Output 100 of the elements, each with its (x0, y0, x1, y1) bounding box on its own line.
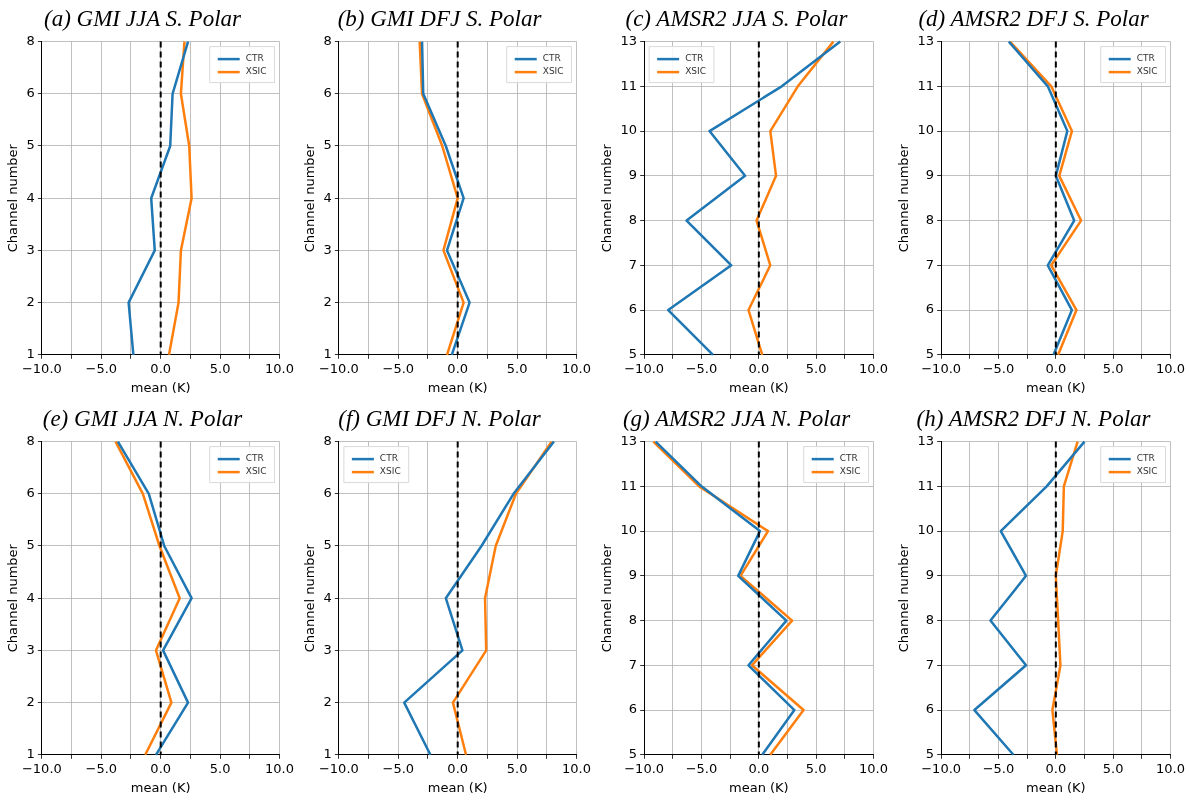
x-axis-title: mean (K) (729, 779, 789, 795)
legend-label: XSIC (1136, 466, 1158, 477)
x-tick-label: −10.0 (624, 760, 665, 776)
x-tick-label: 5.0 (209, 360, 231, 376)
x-axis-title: mean (K) (130, 779, 191, 795)
y-axis-title: Channel number (5, 543, 21, 653)
x-tick-label: 10.0 (562, 760, 591, 776)
y-tick-label: 2 (26, 693, 35, 709)
y-tick-label: 6 (628, 701, 638, 717)
y-tick-label: 4 (323, 589, 332, 605)
y-tick-label: 10 (620, 522, 638, 538)
y-tick-label: 8 (26, 432, 35, 448)
y-tick-label: 8 (628, 211, 638, 227)
legend-label: CTR (245, 453, 264, 464)
y-tick-label: 4 (26, 589, 35, 605)
chart-title: (e) GMI JJA N. Polar (42, 405, 244, 431)
y-tick-label: 10 (620, 122, 638, 138)
y-axis-title: Channel number (896, 543, 912, 653)
x-tick-label: −5.0 (685, 760, 718, 776)
x-tick-label: −5.0 (982, 360, 1015, 376)
y-tick-label: 11 (917, 77, 935, 93)
x-tick-label: 10.0 (1156, 360, 1185, 376)
x-tick-label: 5.0 (805, 360, 827, 376)
x-tick-label: −5.0 (382, 760, 415, 776)
x-tick-label: 0.0 (150, 760, 172, 776)
legend-label: CTR (1136, 453, 1155, 464)
chart-title: (c) AMSR2 JJA S. Polar (625, 5, 849, 31)
x-tick-label: 10.0 (265, 760, 294, 776)
y-tick-label: 6 (323, 485, 332, 501)
y-tick-label: 2 (26, 293, 35, 309)
legend-label: XSIC (245, 466, 267, 477)
legend-label: CTR (245, 53, 264, 64)
y-tick-label: 11 (620, 77, 638, 93)
y-tick-label: 9 (628, 167, 638, 183)
x-tick-label: −5.0 (85, 760, 118, 776)
y-tick-label: 10 (917, 122, 935, 138)
chart-title: (h) AMSR2 DFJ N. Polar (916, 405, 1152, 431)
x-tick-label: −10.0 (318, 760, 359, 776)
y-tick-label: 2 (323, 293, 332, 309)
y-tick-label: 6 (925, 701, 935, 717)
y-tick-label: 7 (925, 656, 935, 672)
y-tick-label: 7 (628, 656, 638, 672)
x-tick-label: −10.0 (921, 360, 962, 376)
x-tick-label: 0.0 (447, 760, 469, 776)
y-axis-title: Channel number (599, 543, 615, 653)
y-tick-label: 8 (925, 211, 935, 227)
x-axis-title: mean (K) (130, 379, 191, 395)
y-tick-label: 6 (323, 85, 332, 101)
y-tick-label: 5 (628, 746, 638, 762)
legend-label: CTR (379, 453, 398, 464)
y-tick-label: 13 (620, 32, 638, 48)
y-tick-label: 5 (323, 537, 332, 553)
y-tick-label: 6 (26, 485, 35, 501)
x-tick-label: 5.0 (506, 760, 528, 776)
y-tick-label: 9 (925, 567, 935, 583)
x-tick-label: −10.0 (21, 760, 62, 776)
y-tick-label: 1 (26, 746, 35, 762)
x-tick-label: 5.0 (209, 760, 231, 776)
y-axis-title: Channel number (302, 143, 318, 253)
y-tick-label: 3 (26, 241, 35, 257)
y-tick-label: 2 (323, 693, 332, 709)
x-axis-title: mean (K) (1026, 379, 1086, 395)
y-axis-title: Channel number (599, 143, 615, 253)
y-tick-label: 8 (323, 32, 332, 48)
x-tick-label: 0.0 (748, 760, 770, 776)
y-tick-label: 13 (917, 432, 935, 448)
legend-label: XSIC (379, 466, 401, 477)
y-tick-label: 3 (323, 241, 332, 257)
y-tick-label: 4 (26, 189, 35, 205)
chart-title: (g) AMSR2 JJA N. Polar (622, 405, 852, 431)
y-tick-label: 5 (925, 746, 935, 762)
x-tick-label: −5.0 (85, 360, 118, 376)
x-axis-title: mean (K) (427, 779, 488, 795)
y-axis-title: Channel number (5, 143, 21, 253)
y-tick-label: 9 (628, 567, 638, 583)
legend-label: XSIC (1136, 66, 1158, 77)
chart-title: (a) GMI JJA S. Polar (44, 5, 243, 31)
y-tick-label: 1 (323, 746, 332, 762)
x-tick-label: 0.0 (150, 360, 172, 376)
x-axis-title: mean (K) (729, 379, 789, 395)
x-tick-label: 5.0 (1102, 760, 1124, 776)
x-tick-label: 10.0 (562, 360, 591, 376)
y-tick-label: 1 (26, 346, 35, 362)
y-tick-label: 7 (925, 256, 935, 272)
y-tick-label: 6 (26, 85, 35, 101)
y-tick-label: 7 (628, 256, 638, 272)
legend-label: XSIC (542, 66, 564, 77)
x-axis-title: mean (K) (1026, 779, 1086, 795)
x-tick-label: −10.0 (624, 360, 665, 376)
y-axis-title: Channel number (302, 543, 318, 653)
legend-label: CTR (685, 53, 704, 64)
x-tick-label: 0.0 (447, 360, 469, 376)
y-axis-title: Channel number (896, 143, 912, 253)
x-tick-label: 5.0 (506, 360, 528, 376)
y-tick-label: 13 (620, 432, 638, 448)
x-axis-title: mean (K) (427, 379, 488, 395)
legend-label: XSIC (245, 66, 267, 77)
legend-label: XSIC (839, 466, 861, 477)
x-tick-label: 5.0 (1102, 360, 1124, 376)
x-tick-label: 10.0 (859, 760, 888, 776)
